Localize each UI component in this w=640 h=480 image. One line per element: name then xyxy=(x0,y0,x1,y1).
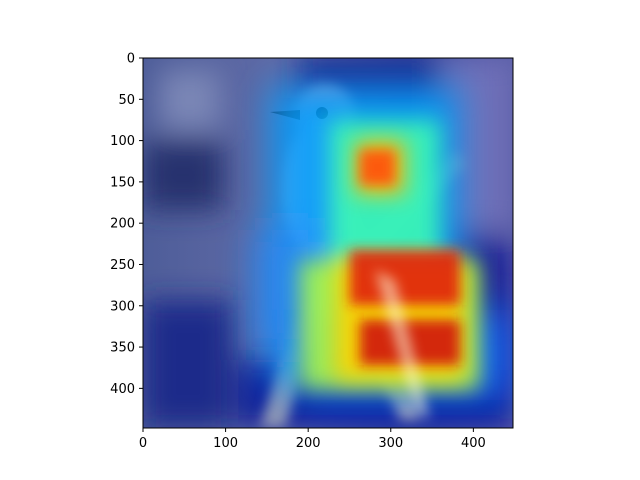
x-tick-label: 400 xyxy=(461,436,486,451)
x-tick-label: 100 xyxy=(213,436,238,451)
x-tick-label: 0 xyxy=(139,436,147,451)
y-tick-label: 400 xyxy=(110,382,135,397)
y-tick-label: 350 xyxy=(110,341,135,356)
heatmap-image xyxy=(143,58,513,428)
y-tick-label: 200 xyxy=(110,217,135,232)
x-tick-label: 300 xyxy=(378,436,403,451)
y-axis: 0 50 100 150 200 250 300 350 400 xyxy=(110,52,143,397)
y-tick-label: 150 xyxy=(110,175,135,190)
x-tick-label: 200 xyxy=(296,436,321,451)
y-tick-label: 50 xyxy=(118,93,135,108)
axes-frame xyxy=(142,57,514,429)
bird-tail xyxy=(375,270,430,420)
y-tick-label: 100 xyxy=(110,134,135,149)
y-tick-label: 0 xyxy=(127,52,135,67)
y-tick-label: 250 xyxy=(110,258,135,273)
x-axis: 0 100 200 300 400 xyxy=(139,428,486,451)
attention-heatmap xyxy=(255,85,510,400)
y-tick-label: 300 xyxy=(110,299,135,314)
